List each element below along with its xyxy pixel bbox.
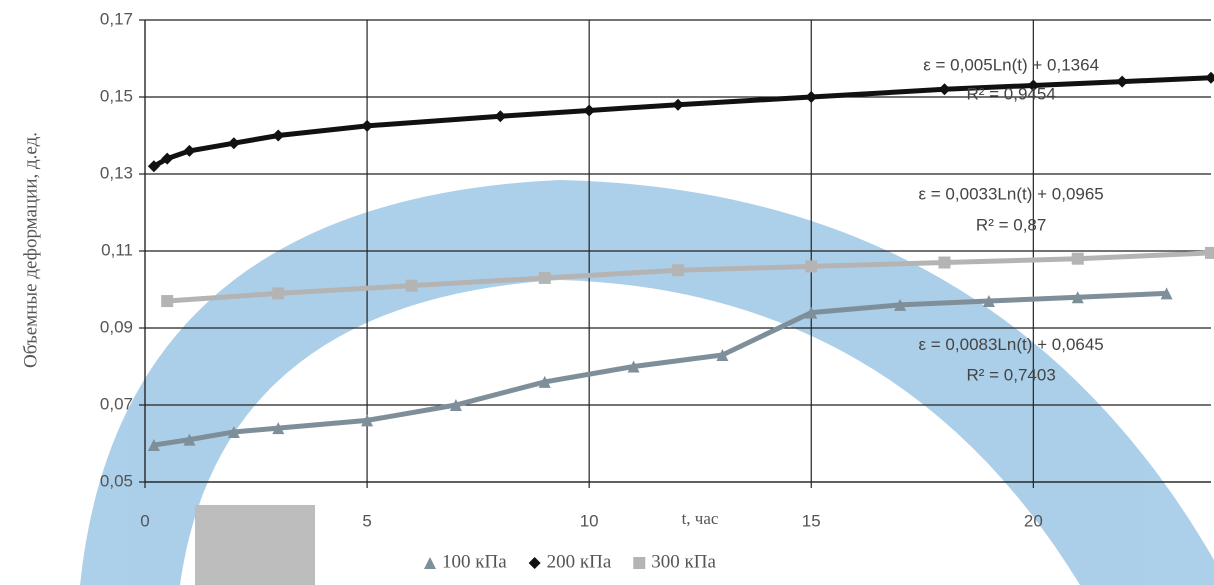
annotation: R² = 0,87 (976, 215, 1046, 234)
marker (1205, 72, 1214, 84)
marker (272, 130, 284, 142)
x-tick-label: 0 (140, 511, 149, 530)
legend-label: 100 кПа (442, 551, 507, 572)
marker (633, 557, 645, 569)
marker (183, 145, 195, 157)
chart: Объемные деформации, д.ед. t, час 0,05 0,… (0, 0, 1214, 585)
annotation: ε = 0,005Ln(t) + 0,1364 (923, 56, 1099, 75)
marker (583, 104, 595, 116)
marker (939, 83, 951, 95)
y-tick-label: 0,13 (100, 163, 133, 182)
marker (805, 91, 817, 103)
x-tick-label: 20 (1024, 511, 1043, 530)
marker (161, 295, 173, 307)
x-tick-label: 15 (802, 511, 821, 530)
legend-label: 300 кПа (651, 551, 716, 572)
annotation: R² = 0,7403 (966, 366, 1055, 385)
marker (672, 264, 684, 276)
x-tick-label: 10 (580, 511, 599, 530)
y-tick-label: 0,15 (100, 86, 133, 105)
marker (1205, 247, 1214, 259)
marker (1116, 76, 1128, 88)
y-tick-label: 0,17 (100, 9, 133, 28)
y-tick-label: 0,07 (100, 394, 133, 413)
legend-label: 200 кПа (547, 551, 612, 572)
marker (939, 257, 951, 269)
y-tick-label: 0,09 (100, 317, 133, 336)
y-tick-label: 0,05 (100, 471, 133, 490)
marker (228, 137, 240, 149)
annotation: ε = 0,0083Ln(t) + 0,0645 (918, 335, 1103, 354)
marker (1072, 253, 1084, 265)
marker (805, 260, 817, 272)
marker (361, 120, 373, 132)
marker (672, 99, 684, 111)
y-tick-label: 0,11 (101, 240, 133, 259)
x-tick-label: 5 (362, 511, 371, 530)
annotation: ε = 0,0033Ln(t) + 0,0965 (918, 185, 1103, 204)
marker (406, 280, 418, 292)
marker (539, 272, 551, 284)
marker (272, 287, 284, 299)
annotation: R² = 0,9454 (966, 85, 1055, 104)
marker (494, 110, 506, 122)
y-axis-label: Объемные деформации, д.ед. (20, 132, 41, 368)
x-axis-label: t, час (682, 509, 719, 528)
